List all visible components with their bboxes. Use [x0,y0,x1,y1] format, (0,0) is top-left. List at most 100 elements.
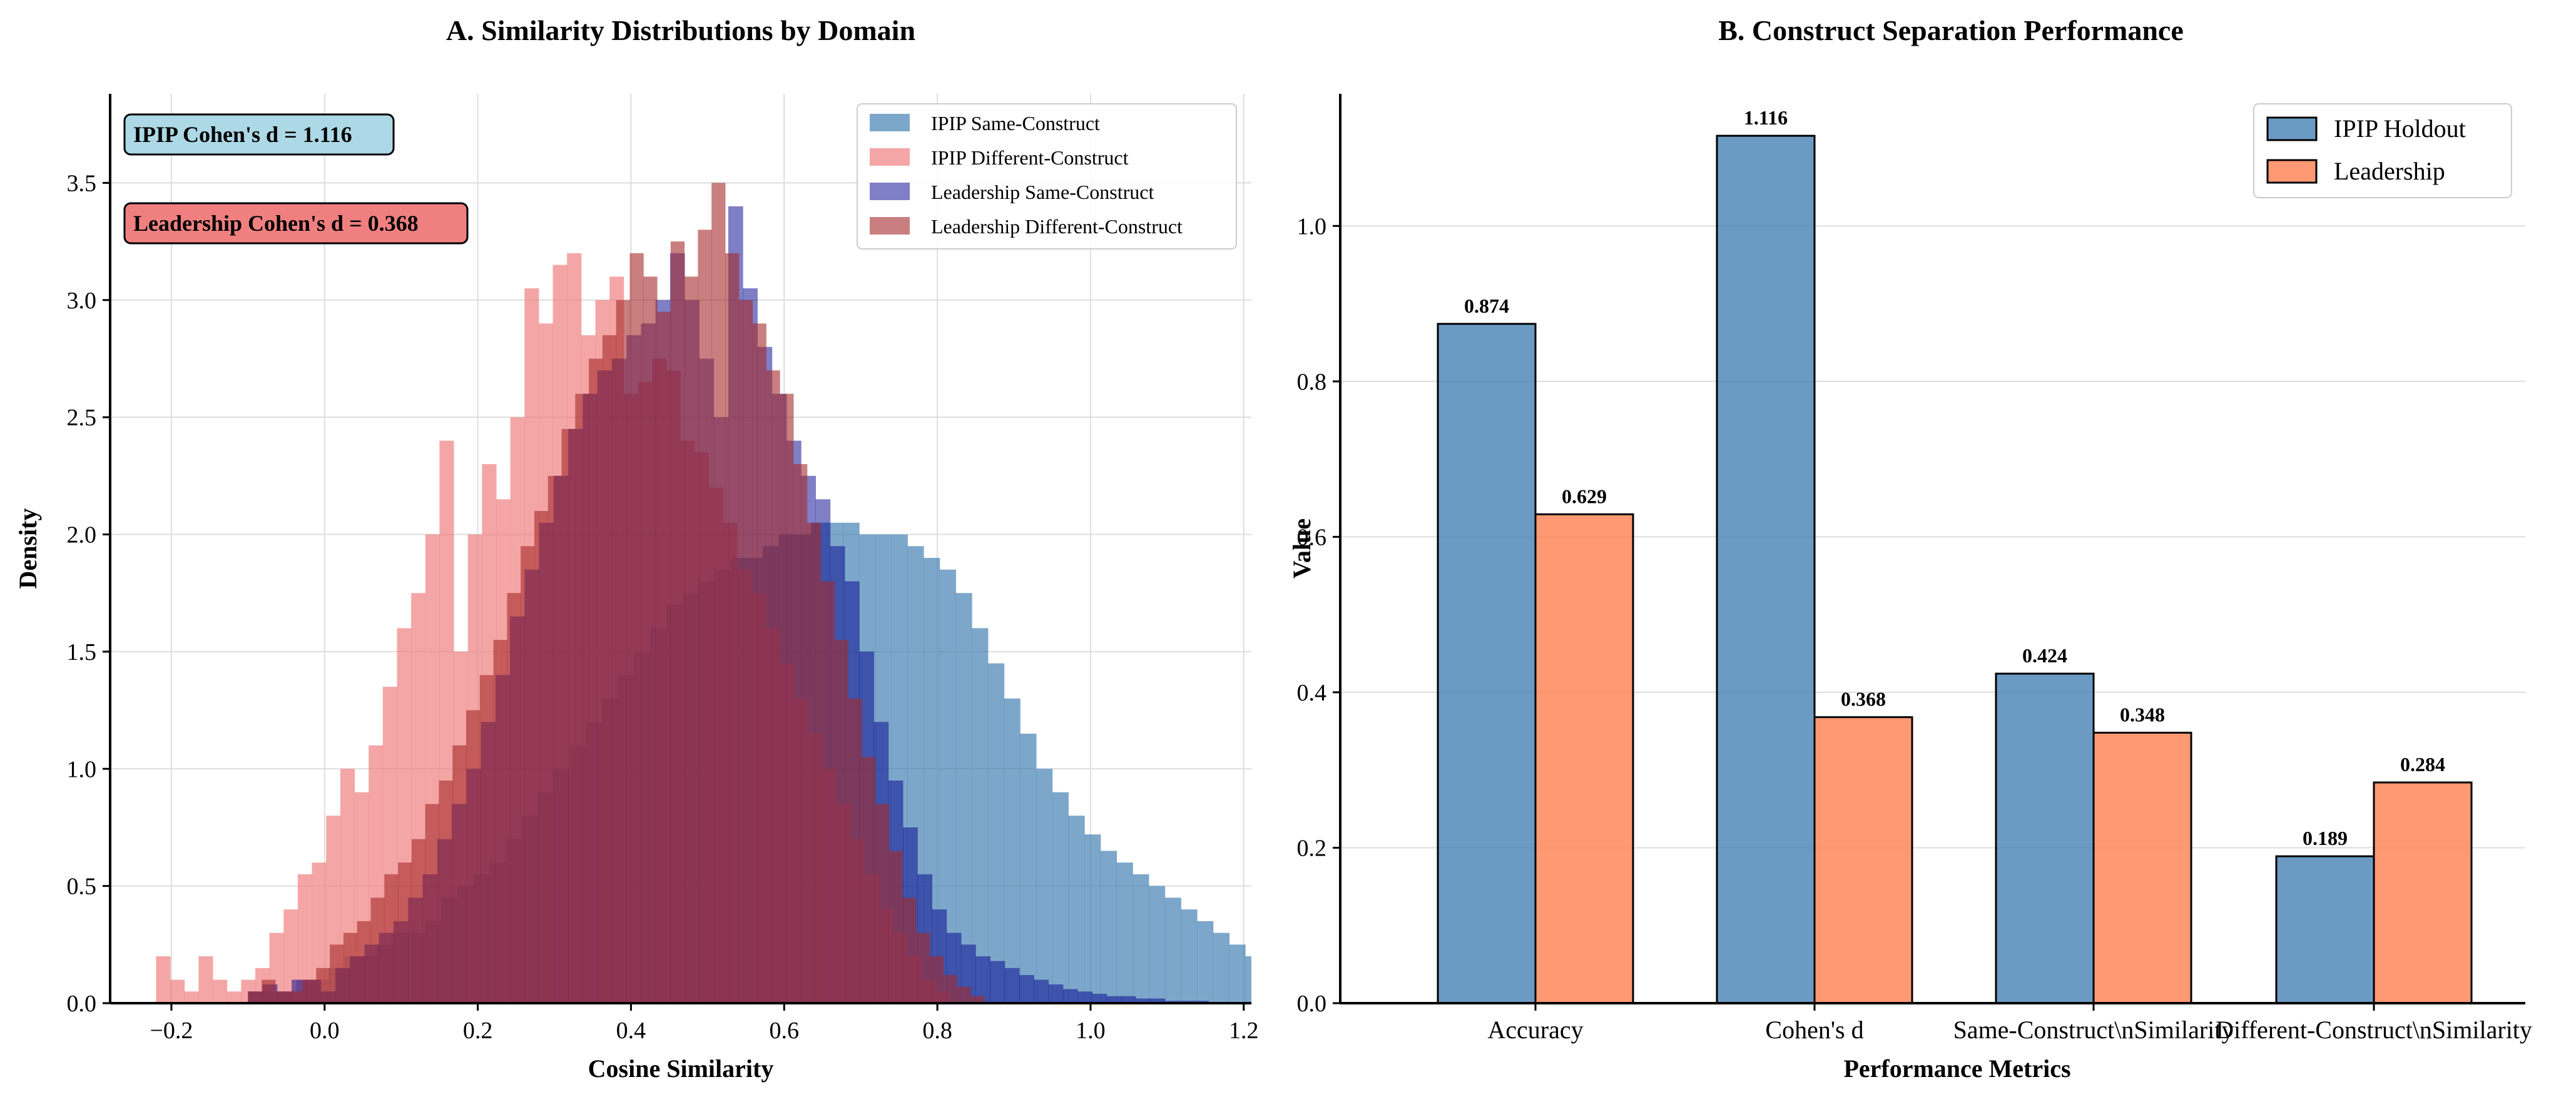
histogram-bin [411,839,426,1003]
histogram-bin [275,991,290,1003]
histogram-bin [943,975,957,1003]
panel-b-y-ticks: 0.0 0.2 0.4 0.6 0.8 1.0 [1297,213,1340,1017]
bar-ipip-holdout [2275,855,2375,1004]
legend-label-ipip-same: IPIP Same-Construct [931,112,1100,134]
a-xtick-label: 0.8 [922,1018,952,1044]
histogram-bin [1004,968,1020,1003]
legend-label-lead-same: Leadership Same-Construct [931,181,1154,203]
histogram-bin [170,979,185,1003]
bar-leadership [2373,781,2473,1004]
bar-value-label: 0.424 [2022,644,2067,667]
b-ytick-label: 0.8 [1297,369,1327,395]
b-xtick-label: Cohen's d [1765,1016,1863,1044]
panel-b-bars [1437,134,2473,1004]
histogram-bin [834,640,848,1003]
panel-b-title: B. Construct Separation Performance [1718,14,2184,46]
histogram-bin [534,511,549,1003]
a-xtick-label: 1.2 [1229,1018,1259,1044]
histogram-bin [698,230,712,1003]
histogram-bin [972,628,989,1003]
histogram-bin [1133,874,1149,1003]
histogram-bin [1164,897,1181,1003]
bar-value-label: 0.874 [1464,295,1509,317]
histogram-bin [575,393,589,1003]
annotation-ipip-text: IPIP Cohen's d = 1.116 [133,122,352,147]
histogram-bin [1197,921,1214,1003]
histogram-bin [1106,996,1122,1003]
histogram-bin [1052,792,1069,1003]
histogram-bin [902,897,917,1003]
panel-a-y-ticks: 0.0 0.5 1.0 1.5 2.0 2.5 3.0 3.5 [67,170,110,1017]
legend-swatch-lead-same [870,183,910,200]
panel-b-x-ticks: Accuracy Cohen's d Same-Construct\nSimilar… [1487,1003,2532,1044]
histogram-bin [547,475,563,1003]
bar-value-label: 0.284 [2400,753,2445,776]
b-xtick-label: Accuracy [1487,1016,1583,1044]
histogram-bin [493,640,507,1003]
histogram-bin [1121,996,1136,1003]
histogram-bin [521,546,535,1003]
a-xtick-label: 0.0 [310,1018,340,1044]
histogram-bin [297,874,313,1003]
histogram-bin [987,663,1005,1003]
histogram-bin [1036,769,1053,1003]
b-xtick-label: Different-Construct\nSimilarity [2216,1016,2532,1044]
panel-b-ylabel: Value [1288,518,1316,579]
histogram-bin [1116,862,1133,1003]
histogram-bin [343,933,358,1003]
histogram-bin [370,897,385,1003]
histogram-bin [1084,834,1101,1003]
histogram-bin [1077,991,1092,1003]
legend-swatch-ipip-holdout [2266,116,2318,141]
histogram-bin [1048,984,1064,1003]
bar-value-label: 0.348 [2120,704,2165,726]
histogram-bin [670,241,685,1003]
histogram-bin [1358,994,1374,1003]
legend-swatch-ipip-same [870,114,910,131]
a-ytick-label: 0.0 [67,991,97,1017]
histogram-bin [711,183,726,1003]
panel-b-legend: IPIP Holdout Leadership [2253,103,2512,198]
histogram-bin [738,300,753,1003]
histogram-bin [1150,998,1166,1003]
histogram-bin [1278,975,1294,1003]
panel-b-xlabel: Performance Metrics [1843,1054,2070,1083]
histogram-bin [561,428,576,1003]
histogram-bin [1100,851,1117,1003]
histogram-bin [479,675,494,1003]
bar-leadership [2092,732,2192,1004]
histogram-bin [807,522,822,1003]
histogram-bin [184,991,199,1003]
histogram-bin [1181,909,1198,1003]
histogram-bin [916,933,930,1003]
histogram-bin [1068,816,1085,1003]
b-ytick-label: 0.6 [1297,524,1327,550]
a-ytick-label: 3.0 [67,288,97,314]
panel-a-title: A. Similarity Distributions by Domain [446,14,915,46]
histogram-bin [302,979,317,1003]
annotation-ipip-cohens-d: IPIP Cohen's d = 1.116 [123,113,395,156]
histogram-bin [975,956,991,1003]
histogram-bin [439,780,453,1003]
histogram-bin [793,464,808,1003]
histogram-bin [820,581,835,1003]
histogram-bin [780,393,794,1003]
histogram-bin [507,593,521,1003]
histogram-bin [848,698,862,1003]
histogram-bin [1341,991,1358,1003]
a-ytick-label: 2.0 [67,522,97,548]
histogram-bin [875,804,889,1003]
legend-swatch-ipip-diff [870,148,910,166]
a-ytick-label: 1.5 [67,639,97,665]
histogram-bin [1092,994,1107,1003]
a-ytick-label: 2.5 [67,405,97,431]
histogram-bin [970,996,985,1003]
legend-swatch-leadership [2266,159,2318,184]
panel-a: A. Similarity Distributions by Domain −0… [14,14,1374,1083]
bar-value-label: 1.116 [1744,106,1788,129]
legend-label-ipip-diff: IPIP Different-Construct [931,146,1129,169]
a-ytick-label: 0.5 [67,874,97,900]
histogram-bin [1136,998,1151,1003]
b-ytick-label: 1.0 [1297,213,1327,240]
